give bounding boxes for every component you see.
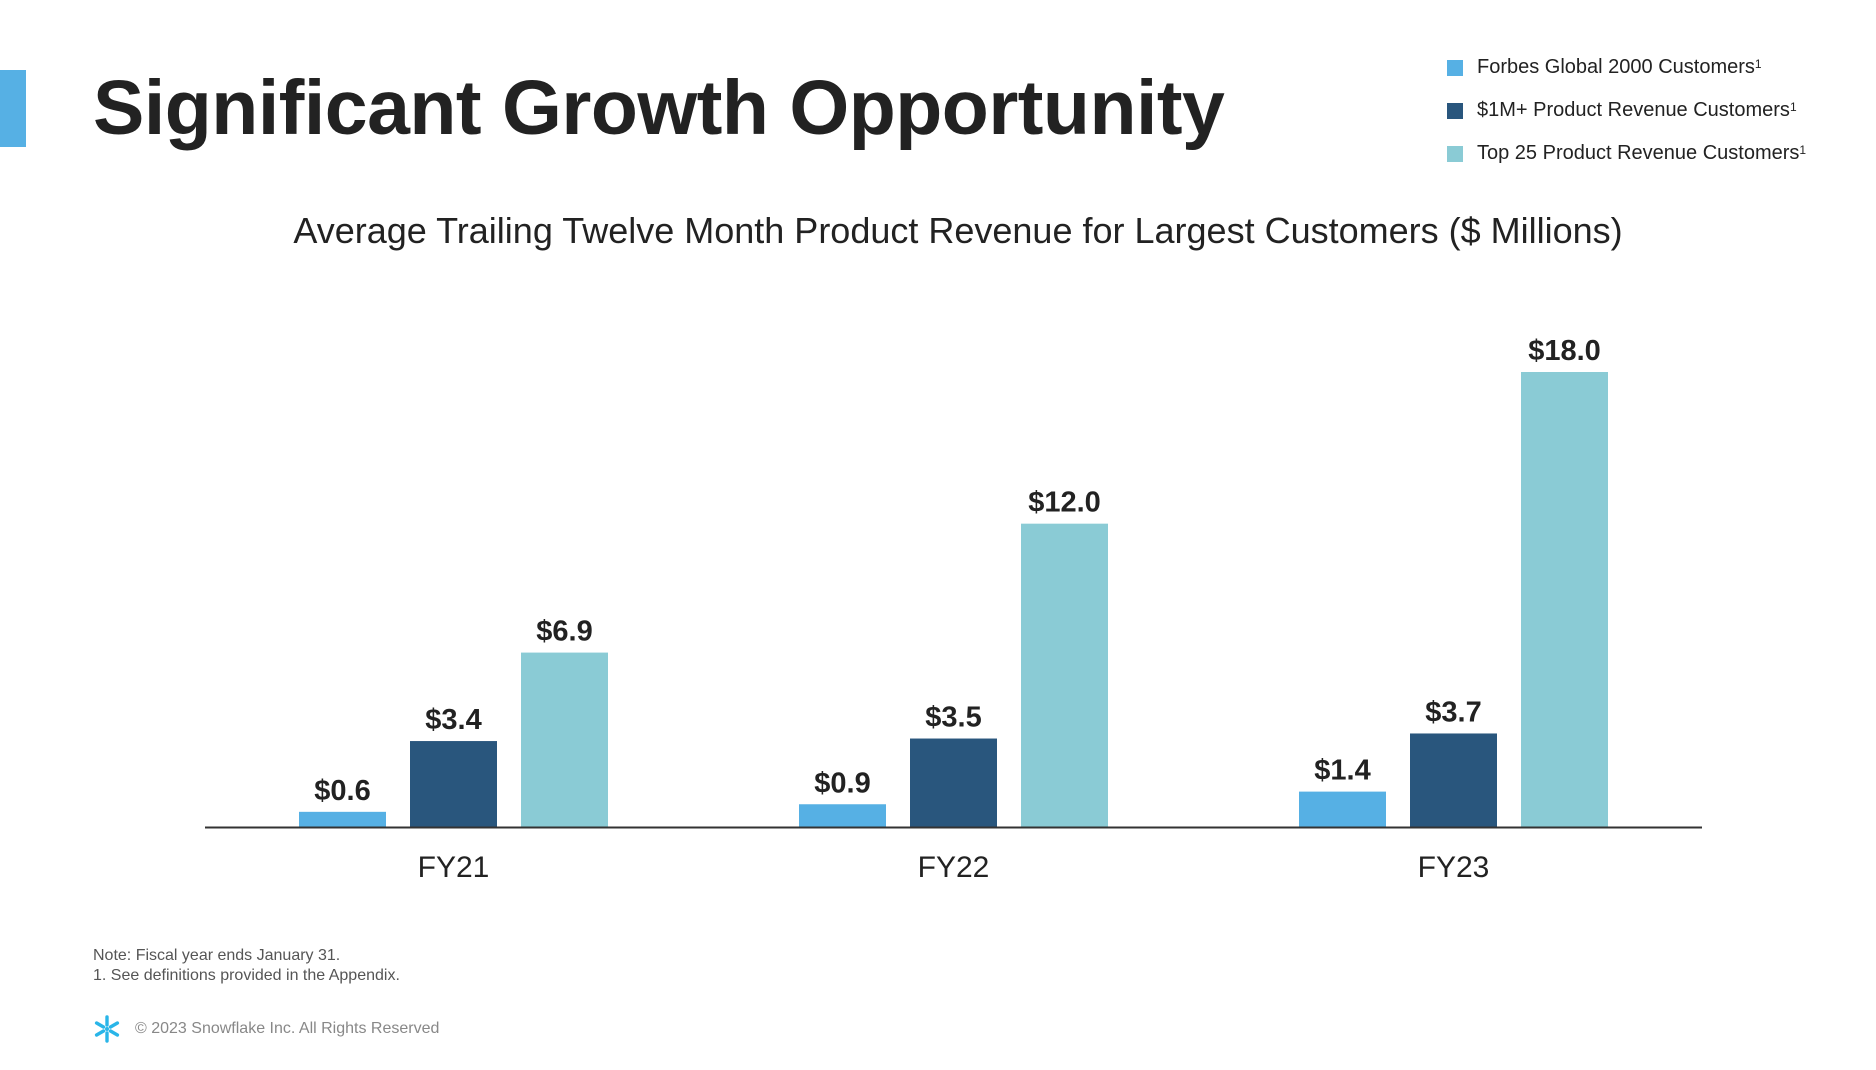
bar [1021, 523, 1108, 827]
legend-label: $1M+ Product Revenue Customers [1477, 99, 1790, 121]
data-label: $0.9 [814, 767, 870, 799]
footnote-marker: 1 [1789, 99, 1797, 114]
legend-item: $1M+ Product Revenue Customers 1 [1447, 89, 1806, 132]
footnote-marker: 1 [1754, 56, 1762, 71]
bar [521, 652, 608, 827]
bar [1299, 791, 1386, 827]
data-label: $18.0 [1528, 335, 1601, 367]
data-label: $3.4 [425, 704, 481, 736]
data-label: $12.0 [1028, 487, 1101, 519]
legend: Forbes Global 2000 Customers 1 $1M+ Produ… [1447, 46, 1806, 175]
bar [799, 804, 886, 827]
legend-item: Forbes Global 2000 Customers 1 [1447, 46, 1806, 89]
data-label: $3.7 [1425, 696, 1481, 728]
chart-title: Average Trailing Twelve Month Product Re… [293, 210, 1623, 251]
bar [1521, 372, 1608, 827]
copyright: © 2023 Snowflake Inc. All Rights Reserve… [135, 1020, 440, 1037]
snowflake-logo-icon [94, 1015, 120, 1043]
x-tick-label: FY23 [1418, 851, 1490, 884]
accent-bar [0, 70, 26, 147]
data-label: $1.4 [1314, 755, 1370, 787]
legend-label: Forbes Global 2000 Customers [1477, 56, 1755, 78]
legend-swatch [1447, 59, 1463, 76]
bar [910, 738, 997, 827]
notes: Note: Fiscal year ends January 31. 1. Se… [93, 946, 400, 986]
legend-label: Top 25 Product Revenue Customers [1477, 142, 1800, 164]
x-tick-label: FY21 [418, 851, 490, 884]
x-tick-label: FY22 [918, 851, 990, 884]
footnote-marker: 1 [1799, 142, 1807, 157]
legend-swatch [1447, 102, 1463, 119]
note-definitions: 1. See definitions provided in the Appen… [93, 967, 400, 984]
data-label: $6.9 [536, 616, 592, 648]
legend-swatch [1447, 145, 1463, 162]
note-fiscal-year: Note: Fiscal year ends January 31. [93, 947, 341, 964]
page-title: Significant Growth Opportunity [93, 65, 1225, 151]
data-label: $0.6 [314, 775, 370, 807]
legend-item: Top 25 Product Revenue Customers 1 [1447, 132, 1806, 175]
data-label: $3.5 [925, 702, 981, 734]
bar [410, 741, 497, 827]
bar [299, 811, 386, 827]
footer: © 2023 Snowflake Inc. All Rights Reserve… [93, 1015, 439, 1043]
bar [1410, 733, 1497, 827]
